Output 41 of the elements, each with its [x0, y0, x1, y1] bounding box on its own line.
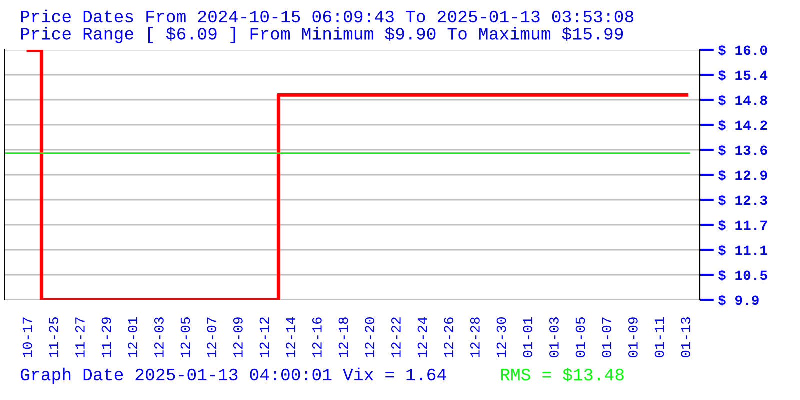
y-tick-label: $ 10.5: [718, 270, 768, 282]
x-tick-label: 01-03: [549, 318, 559, 358]
x-tick-label: 11-25: [49, 318, 59, 358]
x-tick-label: 01-11: [654, 317, 664, 358]
x-tick-label: 12-20: [365, 318, 375, 358]
x-tick-label: 01-01: [523, 317, 533, 358]
x-tick-label: 11-29: [102, 318, 112, 358]
x-tick-label: 12-18: [338, 318, 348, 358]
y-tick-label: $ 15.4: [718, 70, 768, 82]
ref-line-label: RMS = $13.48: [501, 368, 624, 382]
x-tick-label: 12-30: [496, 318, 506, 358]
x-tick-label: 12-16: [312, 318, 322, 358]
x-tick-label: 12-26: [444, 318, 454, 358]
y-tick-label: $ 13.6: [718, 144, 768, 156]
x-tick-label: 12-14: [286, 317, 296, 358]
x-tick-label: 10-17: [22, 318, 32, 358]
x-tick-label: 12-09: [233, 318, 243, 358]
chart-title: Price Dates From 2024-10-15 06:09:43 To 2025-01-13 03:53:08: [21, 10, 634, 23]
x-tick-label: 01-05: [576, 318, 586, 358]
chart-subtitle: Price Range [ $6.09 ] From Minimum $9.90 To Maximum $15.99: [21, 27, 624, 44]
y-tick-label: $ 14.2: [718, 120, 768, 132]
x-tick-label: 01-13: [681, 318, 691, 358]
x-tick-label: 12-24: [418, 317, 428, 358]
y-tick-label: $ 9.9: [718, 294, 759, 306]
x-tick-label: 12-28: [470, 318, 480, 358]
text: Graph Date 2025-01-13 04:00:01 Vix = 1.64: [20, 368, 446, 384]
x-tick-label: 12-22: [391, 318, 401, 358]
x-tick-label: 01-09: [628, 318, 638, 358]
y-tick-label: $ 14.8: [718, 94, 768, 106]
y-tick-label: $ 11.7: [718, 220, 768, 232]
y-tick-label: $ 11.1: [718, 244, 768, 256]
x-tick-label: 12-07: [207, 318, 217, 358]
x-tick-label: 12-05: [180, 318, 190, 358]
y-tick-label: $ 12.3: [718, 194, 768, 206]
x-tick-label: 01-07: [602, 318, 612, 358]
x-tick-label: 12-03: [154, 318, 164, 358]
y-tick-label: $ 16.0: [718, 44, 768, 56]
y-tick-label: $ 12.9: [718, 170, 768, 182]
x-tick-label: 12-01: [128, 317, 138, 358]
x-tick-label: 12-12: [260, 318, 270, 358]
x-tick-label: 11-27: [75, 318, 85, 358]
